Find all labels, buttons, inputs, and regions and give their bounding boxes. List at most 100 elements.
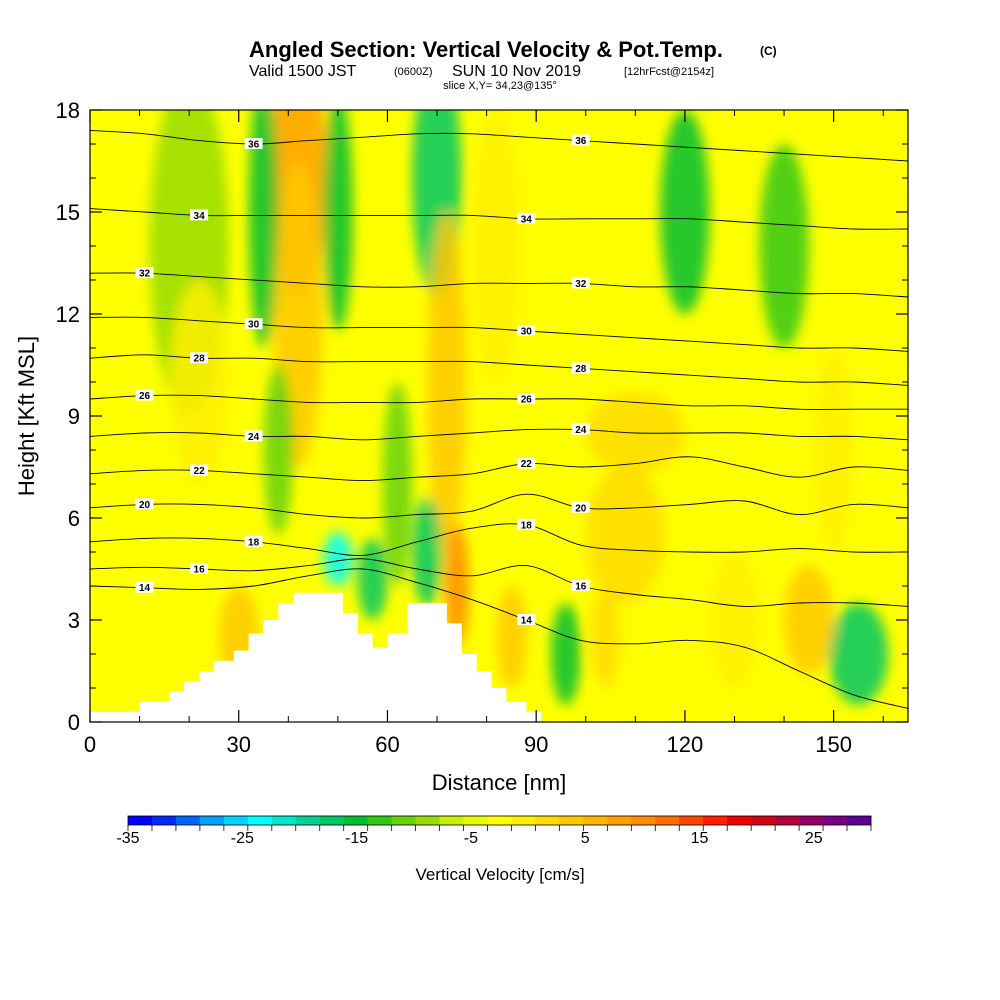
y-tick-label: 9 xyxy=(68,404,80,429)
theta-contour-line xyxy=(90,394,908,410)
theta-contour-label: 22 xyxy=(517,457,536,470)
y-tick-label: 3 xyxy=(68,608,80,633)
colorbar-swatch xyxy=(655,816,680,825)
velocity-cell xyxy=(590,586,621,688)
colorbar-swatch xyxy=(295,816,321,825)
potential-temperature-contours xyxy=(90,129,908,709)
svg-text:36: 36 xyxy=(248,140,260,151)
svg-text:28: 28 xyxy=(194,354,206,365)
velocity-cell xyxy=(660,110,710,314)
svg-text:36: 36 xyxy=(575,136,587,147)
svg-text:32: 32 xyxy=(575,279,587,290)
colorbar-swatch xyxy=(367,816,392,825)
velocity-cell xyxy=(551,603,581,705)
x-tick-label: 90 xyxy=(524,732,548,757)
theta-contour-label: 24 xyxy=(244,430,263,443)
colorbar-swatch xyxy=(271,816,297,825)
svg-text:24: 24 xyxy=(575,425,587,436)
x-tick-label: 0 xyxy=(84,732,96,757)
svg-text:26: 26 xyxy=(521,395,533,406)
velocity-cell xyxy=(323,531,353,586)
theta-contour-line xyxy=(90,129,908,162)
valid-prefix: Valid 1500 JST xyxy=(249,63,357,80)
velocity-cell xyxy=(412,497,442,607)
colorbar-swatch xyxy=(223,816,249,825)
colorbar-swatch xyxy=(703,816,728,825)
velocity-cell xyxy=(444,524,470,648)
x-axis: 0 30 60 90 120 150 xyxy=(84,110,884,757)
colorbar-swatch xyxy=(199,816,225,825)
theta-contour-line xyxy=(90,523,908,556)
colorbar xyxy=(127,815,872,831)
colorbar-tick-label: -35 xyxy=(116,830,139,847)
theta-contour-label: 28 xyxy=(190,352,209,365)
svg-text:18: 18 xyxy=(521,520,533,531)
velocity-cell xyxy=(784,565,834,675)
theta-contour-label: 16 xyxy=(190,563,209,576)
svg-text:32: 32 xyxy=(139,269,151,280)
x-tick-label: 120 xyxy=(667,732,704,757)
colorbar-swatch xyxy=(439,816,464,825)
svg-text:26: 26 xyxy=(139,391,151,402)
svg-text:22: 22 xyxy=(194,466,206,477)
colorbar-swatch xyxy=(487,816,512,825)
colorbar-swatch xyxy=(463,816,488,825)
velocity-cell xyxy=(759,144,809,348)
x-tick-label: 30 xyxy=(226,732,250,757)
velocity-cell xyxy=(263,365,294,535)
x-tick-label: 60 xyxy=(375,732,399,757)
theta-contour-label: 18 xyxy=(517,518,536,531)
theta-contour-line xyxy=(90,428,908,441)
colorbar-swatch xyxy=(775,816,800,825)
colorbar-swatch xyxy=(511,816,536,825)
y-axis-label: Height [Kft MSL] xyxy=(14,336,39,496)
colorbar-swatch xyxy=(319,816,345,825)
velocity-cell xyxy=(323,110,353,331)
theta-contour-label: 30 xyxy=(517,325,536,338)
chart-title: Angled Section: Vertical Velocity & Pot.… xyxy=(249,37,723,62)
colorbar-swatch xyxy=(535,816,560,825)
theta-contour-line xyxy=(90,456,908,482)
colorbar-swatch xyxy=(799,816,824,825)
svg-text:16: 16 xyxy=(575,582,587,593)
svg-text:30: 30 xyxy=(521,327,533,338)
theta-contour-label: 14 xyxy=(517,614,536,627)
colorbar-tick-label: 5 xyxy=(581,830,590,847)
y-tick-label: 15 xyxy=(56,200,80,225)
valid-forecast: [12hrFcst@2154z] xyxy=(624,66,714,78)
colorbar-swatch xyxy=(151,816,177,825)
colorbar-swatch xyxy=(415,816,440,825)
colorbar-tick-label: -15 xyxy=(345,830,368,847)
theta-contour-label: 30 xyxy=(244,318,263,331)
svg-text:22: 22 xyxy=(521,459,533,470)
velocity-cell xyxy=(496,586,527,688)
theta-contour-label: 14 xyxy=(135,581,154,594)
velocity-cell xyxy=(585,467,666,603)
colorbar-swatch xyxy=(175,816,201,825)
valid-time-line: Valid 1500 JST (0600Z) SUN 10 Nov 2019 [… xyxy=(249,63,714,80)
colorbar-swatch xyxy=(247,816,273,825)
slice-label: slice X,Y= 34,23@135° xyxy=(443,80,557,92)
theta-contour-label: 36 xyxy=(571,134,590,147)
theta-contour-label: 16 xyxy=(571,580,590,593)
velocity-cell xyxy=(813,348,854,552)
valid-date: SUN 10 Nov 2019 xyxy=(452,63,581,80)
colorbar-swatch xyxy=(607,816,632,825)
svg-text:14: 14 xyxy=(521,616,533,627)
velocity-cell xyxy=(382,382,413,586)
theta-contour-line xyxy=(90,316,908,352)
x-axis-label: Distance [nm] xyxy=(432,770,567,795)
theta-contour-label: 24 xyxy=(571,423,590,436)
velocity-cell xyxy=(248,110,279,348)
svg-text:34: 34 xyxy=(521,214,533,225)
svg-text:20: 20 xyxy=(139,500,151,511)
colorbar-swatch xyxy=(823,816,848,825)
colorbar-swatch xyxy=(631,816,656,825)
theta-contour-line xyxy=(90,272,908,298)
svg-text:20: 20 xyxy=(575,503,587,514)
theta-contour-label: 32 xyxy=(135,267,154,280)
theta-contour-label: 34 xyxy=(190,209,209,222)
chart-title-tag: (C) xyxy=(760,44,777,58)
